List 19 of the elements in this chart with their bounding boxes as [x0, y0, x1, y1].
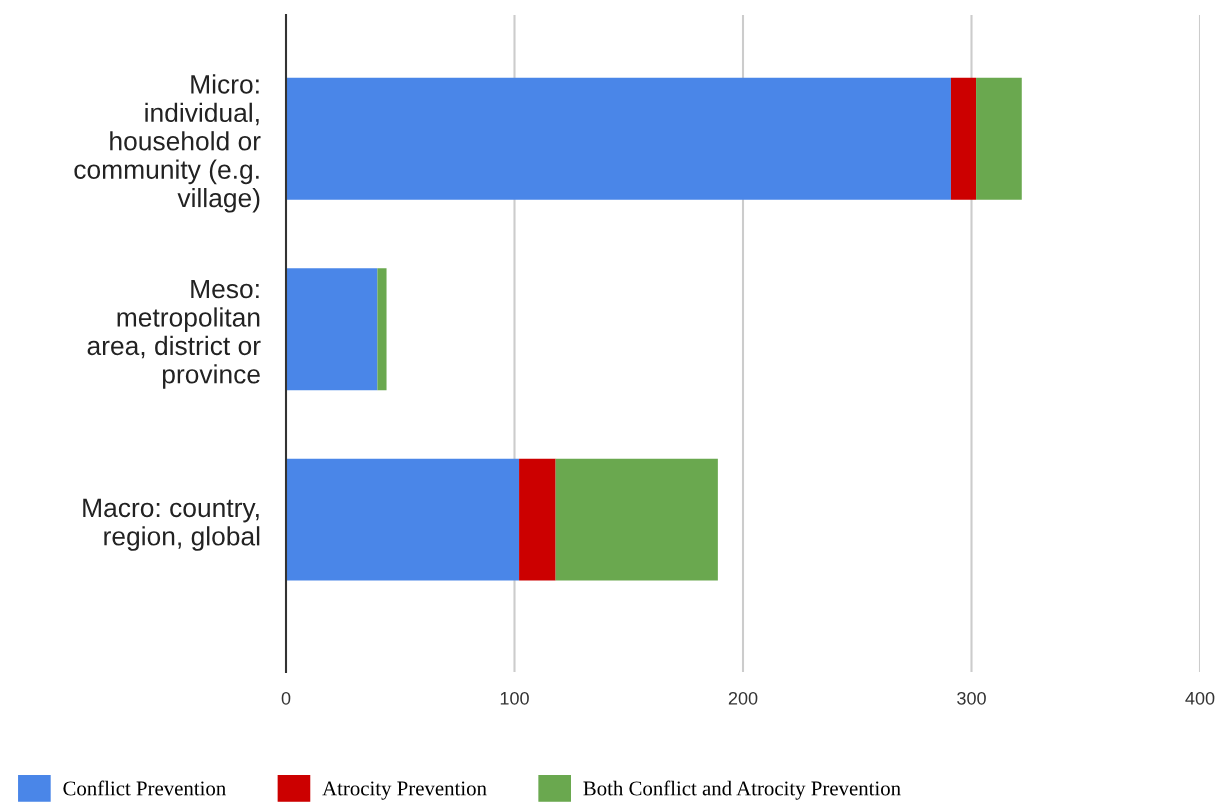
bar [286, 268, 378, 391]
bar [377, 268, 387, 391]
legend-label: Atrocity Prevention [322, 781, 487, 800]
legend-label: Conflict Prevention [63, 780, 226, 796]
x-tick-label: 200 [728, 691, 758, 705]
x-tick-label: 0 [281, 691, 291, 705]
y-tick-label: Micro: individual, household or community (e.g. village) [74, 74, 261, 213]
bar [286, 458, 520, 581]
bar [286, 77, 951, 200]
x-tick-label: 400 [1185, 691, 1215, 705]
bar [519, 458, 556, 581]
bar [976, 77, 1022, 200]
legend-label: Both Conflict and Atrocity Prevention [583, 780, 901, 800]
x-tick-label: 300 [957, 691, 986, 705]
bar [555, 458, 718, 581]
bar [950, 77, 977, 200]
y-tick-label: Meso: metropolitan area, district or province [87, 279, 261, 389]
x-tick-label: 100 [500, 691, 529, 705]
y-tick-label: Macro: country, region, global [83, 498, 260, 551]
